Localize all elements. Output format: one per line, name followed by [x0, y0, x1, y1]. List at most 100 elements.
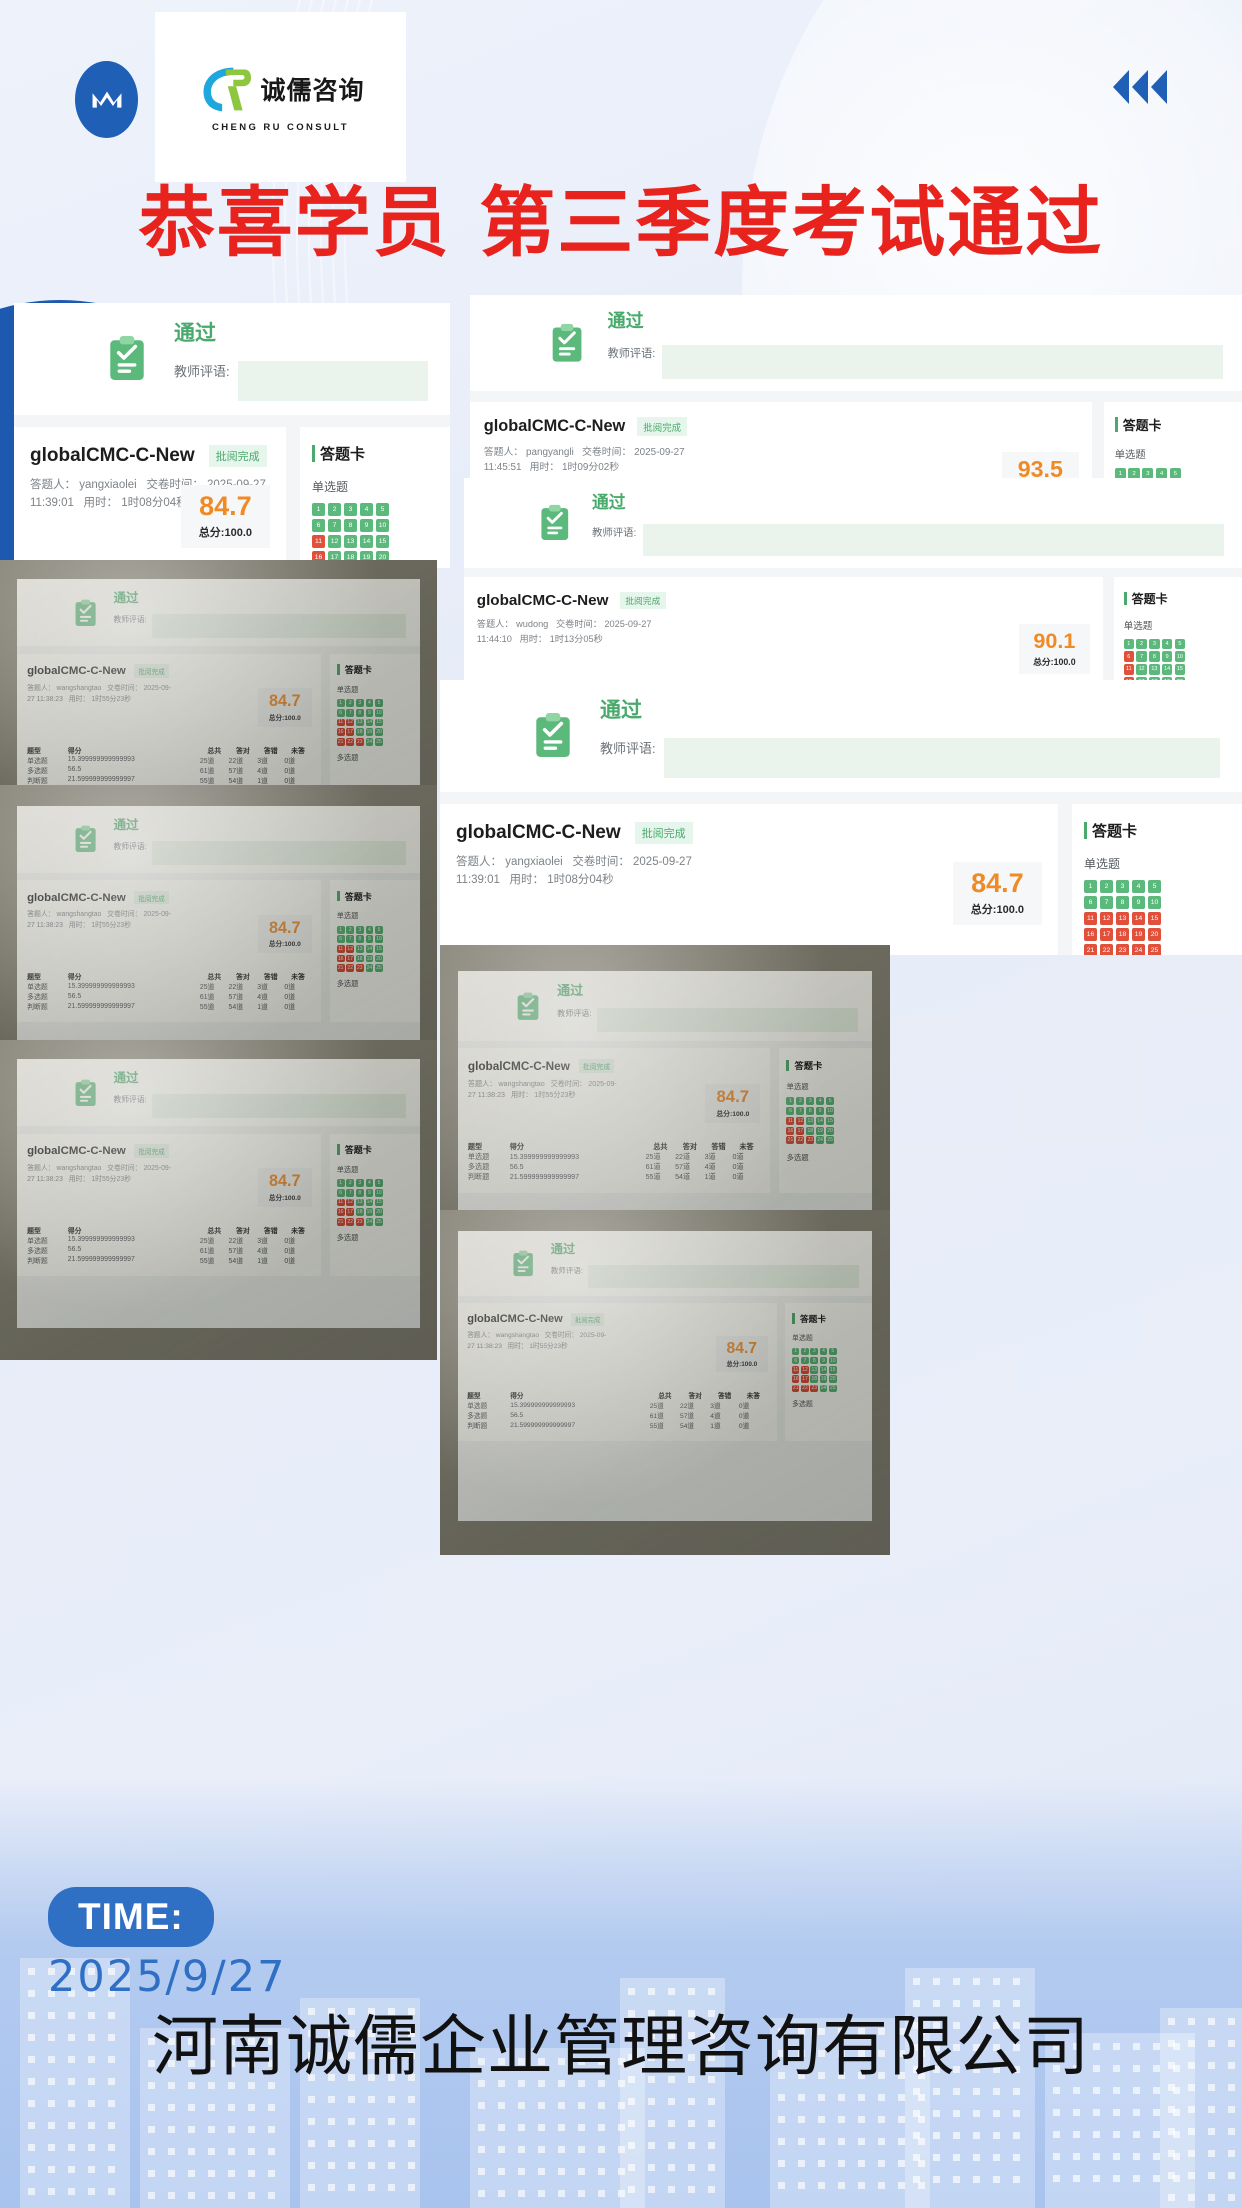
answer-cell[interactable]: 2 — [1136, 638, 1147, 649]
answer-cell[interactable]: 3 — [344, 503, 357, 516]
teacher-comment-field[interactable] — [662, 344, 1224, 380]
answer-cell[interactable]: 25 — [1148, 944, 1161, 955]
exam-meta: 答题人： pangyangli 交卷时间： 2025-09-27 11:45:5… — [483, 446, 685, 474]
answer-cell[interactable]: 11 — [312, 535, 325, 548]
answer-cell[interactable]: 23 — [1116, 944, 1129, 955]
m-mark-glyph — [92, 91, 121, 108]
answer-cell[interactable]: 1 — [312, 503, 325, 516]
answer-cell[interactable]: 15 — [1174, 664, 1186, 675]
answer-card-section-single: 单选题 — [1084, 857, 1121, 871]
photo-tint — [440, 1210, 890, 1555]
answer-cell[interactable]: 6 — [1084, 896, 1097, 909]
answer-cell[interactable]: 6 — [312, 519, 325, 532]
score-value: 84.7 — [199, 491, 252, 521]
answer-cell[interactable]: 4 — [1132, 880, 1145, 893]
clipboard-check-icon — [532, 712, 574, 759]
paper-title: globalCMC-C-New — [456, 822, 621, 843]
triple-left-arrow-icon[interactable] — [1113, 70, 1167, 104]
answer-cell[interactable]: 19 — [1132, 928, 1145, 941]
answer-cell[interactable]: 9 — [1132, 896, 1145, 909]
answer-cell[interactable]: 4 — [360, 503, 373, 516]
clipboard-check-icon — [541, 504, 568, 540]
score-box: 84.7 总分:100.0 — [180, 485, 270, 548]
answer-cell[interactable]: 7 — [328, 519, 341, 532]
pass-status: 通过 — [607, 310, 644, 331]
answer-cell[interactable]: 13 — [344, 535, 357, 548]
answer-cell[interactable]: 12 — [1136, 664, 1147, 675]
answer-cell[interactable]: 14 — [1161, 664, 1173, 675]
city-building — [905, 1968, 1035, 2208]
answer-cell[interactable]: 14 — [1132, 912, 1145, 925]
answer-cell[interactable]: 5 — [1148, 880, 1161, 893]
score-value: 84.7 — [971, 868, 1024, 898]
score-value: 93.5 — [1017, 456, 1063, 483]
answer-cell[interactable]: 4 — [1161, 638, 1173, 649]
answer-cell[interactable]: 7 — [1136, 651, 1147, 662]
pass-status: 通过 — [174, 322, 216, 345]
answer-cell[interactable]: 7 — [1100, 896, 1113, 909]
answer-card-section-single: 单选题 — [1123, 621, 1153, 633]
answer-card-title: 答题卡 — [312, 443, 438, 464]
answer-cell[interactable]: 8 — [344, 519, 357, 532]
answer-cell[interactable]: 1 — [1114, 468, 1126, 480]
answer-cell[interactable]: 15 — [376, 535, 389, 548]
answer-cell[interactable]: 3 — [1116, 880, 1129, 893]
answer-cell[interactable]: 17 — [1100, 928, 1113, 941]
answer-cell[interactable]: 24 — [1132, 944, 1145, 955]
answer-cell[interactable]: 8 — [1149, 651, 1160, 662]
cr-logo-icon — [204, 67, 252, 111]
clipboard-check-icon — [538, 504, 572, 542]
answer-cell[interactable]: 20 — [1148, 928, 1161, 941]
answer-cell[interactable]: 9 — [1161, 651, 1173, 662]
answer-cell[interactable]: 12 — [1100, 912, 1113, 925]
answer-cell[interactable]: 16 — [1084, 928, 1097, 941]
answer-cell[interactable]: 10 — [1148, 896, 1161, 909]
pass-status: 通过 — [600, 699, 642, 722]
answer-cell[interactable]: 10 — [376, 519, 389, 532]
answer-cell[interactable]: 5 — [1169, 468, 1181, 480]
answer-cell[interactable]: 11 — [1123, 664, 1134, 675]
exam-yangxiaolei: 通过 教师评语: globalCMC-C-New 批阅完成 答题人： yangxiaol… — [14, 303, 450, 568]
answer-cell[interactable]: 2 — [1100, 880, 1113, 893]
answer-cell[interactable]: 22 — [1100, 944, 1113, 955]
teacher-comment-field[interactable] — [663, 738, 1220, 778]
answer-card-title: 答题卡 — [1084, 820, 1230, 841]
exam-meta: 答题人： wudong 交卷时间： 2025-09-27 11:44:10 用时… — [476, 619, 652, 644]
answer-cell[interactable]: 2 — [1128, 468, 1140, 480]
answer-cell[interactable]: 11 — [1084, 912, 1097, 925]
teacher-comment-field[interactable] — [642, 524, 1225, 557]
answer-cell[interactable]: 4 — [1155, 468, 1168, 480]
answer-cell[interactable]: 18 — [1116, 928, 1129, 941]
answer-cell[interactable]: 1 — [1084, 880, 1097, 893]
exam-wudong: 通过 教师评语: globalCMC-C-New 批阅完成 答题人： wudong 交卷… — [464, 478, 1242, 696]
answer-cell[interactable]: 13 — [1116, 912, 1129, 925]
answer-cell[interactable]: 12 — [328, 535, 341, 548]
answer-cell[interactable]: 5 — [1174, 638, 1186, 649]
answer-cell[interactable]: 9 — [360, 519, 373, 532]
score-total: 总分:100.0 — [198, 527, 252, 539]
answer-cell[interactable]: 8 — [1116, 896, 1129, 909]
answer-cell[interactable]: 5 — [376, 503, 389, 516]
answer-cell[interactable]: 3 — [1142, 468, 1154, 480]
answer-cell[interactable]: 13 — [1149, 664, 1160, 675]
exam-status-header: 通过教师评语: — [470, 295, 1242, 392]
answer-cell[interactable]: 21 — [1084, 944, 1097, 955]
exam-body: globalCMC-C-New 批阅完成 答题人： yangxiaolei 交卷时间… — [14, 415, 450, 568]
pass-status: 通过 — [591, 493, 626, 513]
screenshot-tile: 通过 教师评语: globalCMC-C-New 批阅完成 答题人： yangxiaol… — [440, 680, 1242, 955]
answer-cell[interactable]: 1 — [1123, 638, 1134, 649]
answer-cell[interactable]: 2 — [328, 503, 341, 516]
exam-yangxiaolei-2: 通过 教师评语: globalCMC-C-New 批阅完成 答题人： yangxiaol… — [440, 680, 1242, 955]
answer-card-panel: 答题卡单选题1234567891011121314151617181920212… — [1114, 577, 1242, 696]
company-footer-name: 河南诚儒企业管理咨询有限公司 — [152, 2008, 1090, 2085]
answer-card-title: 答题卡 — [1114, 415, 1232, 434]
answer-cell[interactable]: 6 — [1123, 651, 1134, 662]
teacher-comment-label: 教师评语: — [591, 528, 637, 540]
answer-cell[interactable]: 10 — [1174, 651, 1186, 662]
answer-cell[interactable]: 15 — [1148, 912, 1161, 925]
company-logo-card: 诚儒咨询 CHENG RU CONSULT — [155, 12, 406, 182]
answer-cell[interactable]: 14 — [360, 535, 373, 548]
teacher-comment-field[interactable] — [237, 361, 428, 401]
answer-cell[interactable]: 3 — [1149, 638, 1160, 649]
